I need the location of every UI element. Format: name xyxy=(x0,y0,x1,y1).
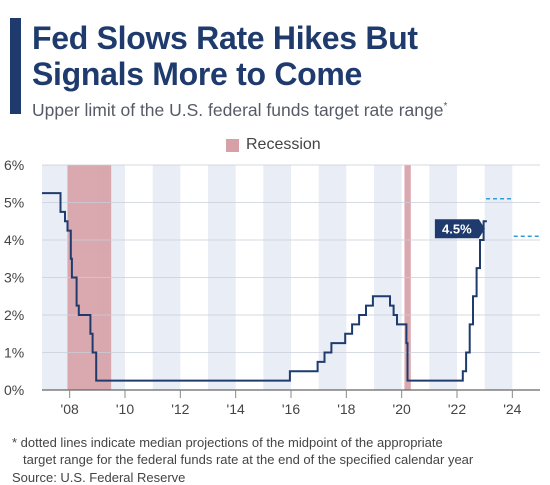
y-tick-label: 5% xyxy=(4,195,24,211)
y-tick-label: 0% xyxy=(4,382,24,398)
y-tick-label: 2% xyxy=(4,307,24,323)
x-tick-label: '10 xyxy=(116,401,134,417)
footnote-line-1: * dotted lines indicate median projectio… xyxy=(12,435,443,450)
subtitle-text: Upper limit of the U.S. federal funds ta… xyxy=(32,100,444,120)
rate-chart: 0% 1% 2% 3% 4% 5% 6% '08 '10 '12 '14 '16 '18 '20 '22 '2… xyxy=(4,157,542,417)
y-tick-label: 6% xyxy=(4,157,24,173)
footnote-line-2: target range for the federal funds rate … xyxy=(23,452,474,467)
title-accent-bar xyxy=(10,18,21,114)
recession-swatch xyxy=(226,138,239,152)
source-note: Source: U.S. Federal Reserve xyxy=(12,470,186,485)
x-tick-label: '16 xyxy=(282,401,300,417)
x-tick-label: '08 xyxy=(61,401,79,417)
rate-series-line xyxy=(42,192,487,382)
x-tick-label: '14 xyxy=(227,401,245,417)
x-tick-label: '22 xyxy=(448,401,466,417)
chart-subtitle: Upper limit of the U.S. federal funds ta… xyxy=(32,100,537,121)
y-tick-label: 4% xyxy=(4,232,24,248)
x-tick-label: '20 xyxy=(393,401,411,417)
chart-title: Fed Slows Rate Hikes But Signals More to… xyxy=(32,20,418,92)
x-tick-label: '18 xyxy=(337,401,355,417)
legend-recession-label: Recession xyxy=(246,136,321,153)
x-tick-label: '12 xyxy=(171,401,189,417)
footnote: * dotted lines indicate median projectio… xyxy=(12,434,542,468)
legend: Recession xyxy=(226,136,321,154)
value-callout-box xyxy=(434,219,485,239)
y-tick-label: 3% xyxy=(4,270,24,286)
y-tick-label: 1% xyxy=(4,345,24,361)
value-callout-label: 4.5% xyxy=(442,221,472,236)
subtitle-footnote-mark: * xyxy=(443,101,448,113)
x-tick-label: '24 xyxy=(503,401,521,417)
